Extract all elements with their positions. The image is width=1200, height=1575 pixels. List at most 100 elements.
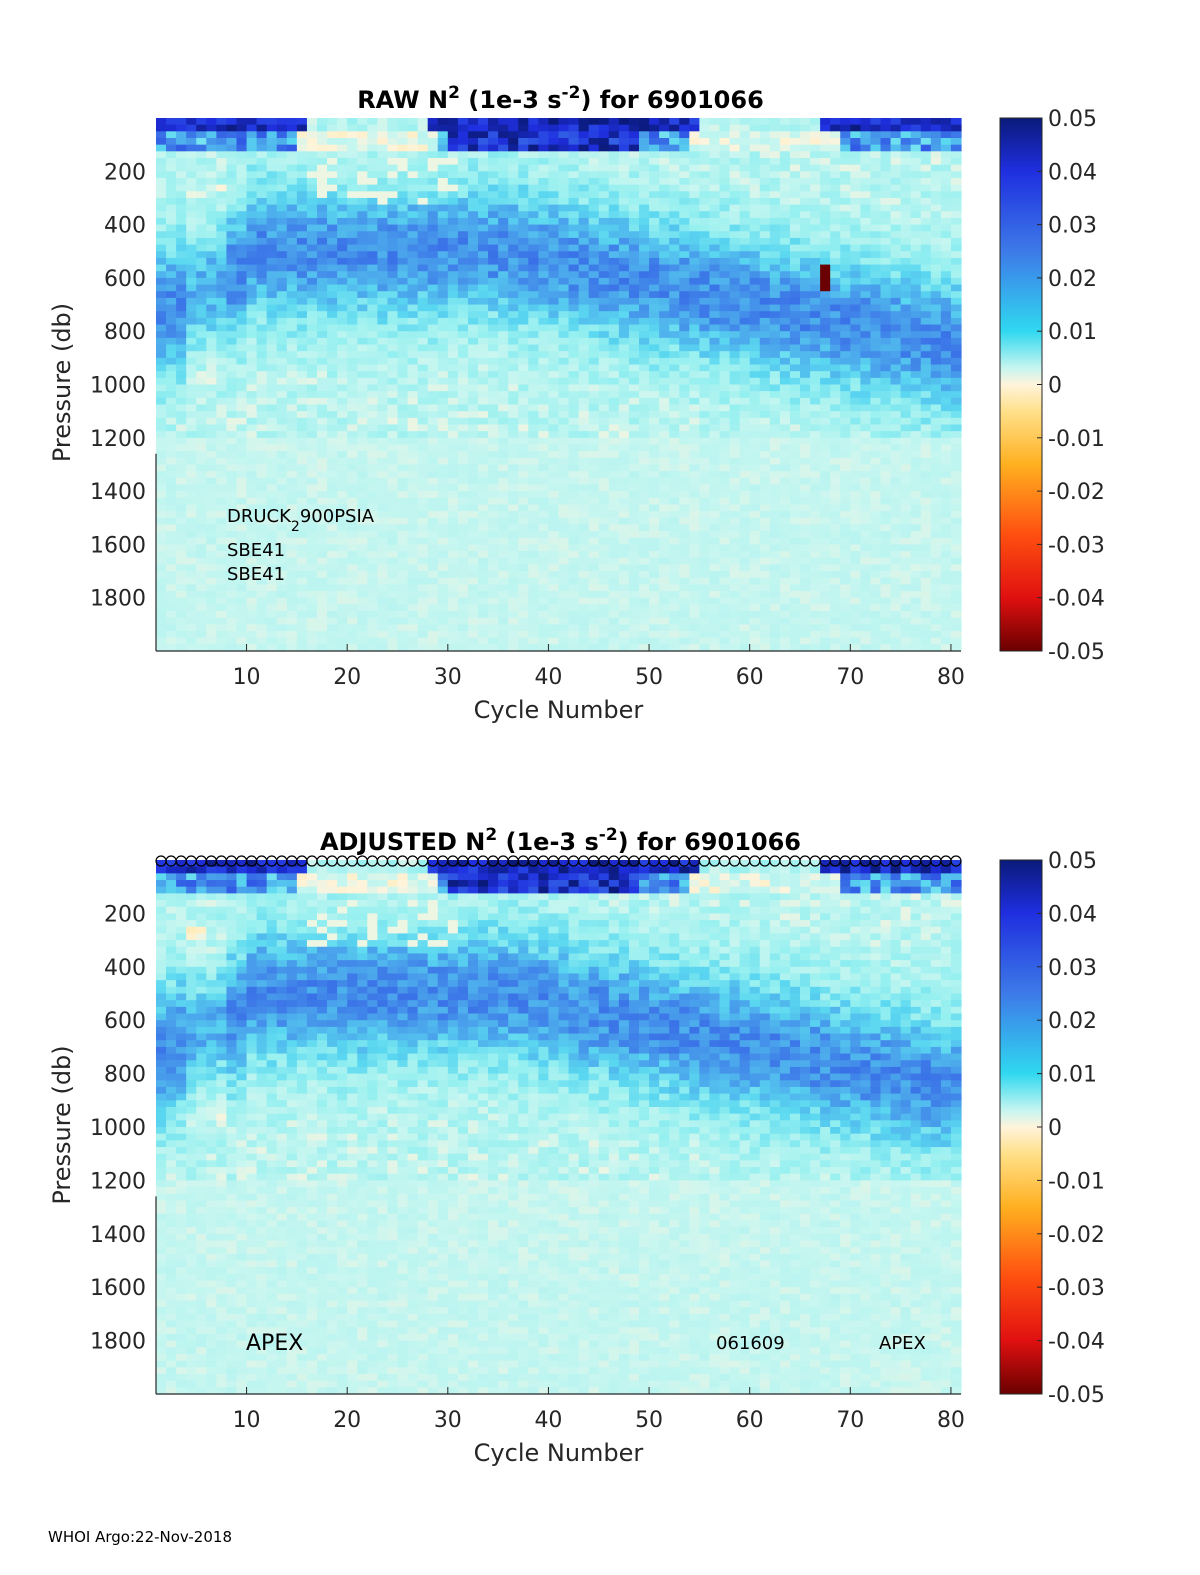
heatmap-cell	[196, 377, 207, 386]
heatmap-cell	[276, 351, 288, 359]
heatmap-cell	[427, 531, 439, 539]
heatmap-cell	[417, 537, 429, 545]
heatmap-cell	[166, 511, 177, 519]
heatmap-cell	[226, 271, 238, 279]
heatmap-cell	[679, 557, 690, 565]
heatmap-cell	[327, 531, 338, 539]
heatmap-cell	[608, 404, 620, 412]
heatmap-cell	[296, 617, 308, 625]
heatmap-cell	[769, 231, 781, 239]
heatmap-cell	[236, 371, 248, 379]
heatmap-cell	[166, 324, 177, 332]
heatmap-cell	[196, 271, 207, 279]
heatmap-cell	[719, 297, 731, 306]
heatmap-cell	[397, 471, 409, 479]
heatmap-cell	[417, 384, 429, 392]
heatmap-cell	[729, 131, 741, 139]
heatmap-cell	[347, 591, 358, 599]
heatmap-cell	[498, 364, 509, 372]
heatmap-cell	[286, 404, 298, 412]
heatmap-cell	[709, 631, 721, 639]
heatmap-cell	[427, 464, 439, 472]
heatmap-cell	[337, 364, 348, 372]
heatmap-cell	[156, 211, 167, 219]
heatmap-cell	[286, 191, 298, 199]
heatmap-cell	[196, 317, 207, 326]
heatmap-cell	[317, 557, 328, 565]
heatmap-cell	[679, 137, 690, 146]
heatmap-cell	[478, 631, 489, 639]
heatmap-cell	[286, 277, 298, 286]
heatmap-cell	[719, 397, 731, 406]
heatmap-cell	[649, 551, 660, 559]
heatmap-cell	[377, 257, 389, 266]
heatmap-cell	[508, 217, 519, 226]
heatmap-cell	[317, 311, 328, 319]
heatmap-cell	[488, 164, 499, 172]
heatmap-cell	[407, 364, 419, 372]
heatmap-cell	[427, 231, 439, 239]
heatmap-cell	[618, 224, 630, 232]
heatmap-cell	[689, 564, 700, 572]
heatmap-cell	[528, 251, 539, 259]
heatmap-cell	[488, 531, 499, 539]
heatmap-cell	[306, 191, 318, 199]
heatmap-cell	[327, 118, 338, 126]
heatmap-cell	[327, 137, 338, 146]
heatmap-cell	[457, 477, 469, 486]
heatmap-cell	[709, 177, 721, 186]
heatmap-cell	[236, 118, 248, 126]
heatmap-cell	[659, 217, 670, 226]
heatmap-cell	[367, 337, 378, 346]
heatmap-cell	[528, 211, 539, 219]
heatmap-cell	[568, 577, 580, 585]
heatmap-cell	[538, 217, 550, 226]
heatmap-cell	[367, 644, 378, 652]
heatmap-cell	[628, 277, 640, 286]
heatmap-cell	[357, 297, 368, 306]
heatmap-cell	[327, 157, 338, 166]
heatmap-cell	[246, 257, 258, 266]
heatmap-cell	[357, 197, 368, 206]
heatmap-cell	[437, 197, 449, 206]
heatmap-cell	[367, 157, 378, 166]
heatmap-cell	[538, 331, 550, 339]
heatmap-cell	[478, 551, 489, 559]
heatmap-cell	[387, 511, 399, 519]
heatmap-cell	[719, 324, 731, 332]
heatmap-cell	[639, 377, 650, 386]
heatmap-cell	[306, 524, 318, 532]
heatmap-cell	[407, 584, 419, 592]
heatmap-cell	[337, 517, 348, 526]
heatmap-cell	[467, 118, 479, 126]
heatmap-cell	[216, 211, 228, 219]
heatmap-cell	[598, 631, 610, 639]
heatmap-cell	[618, 564, 630, 572]
heatmap-cell	[467, 584, 479, 592]
heatmap-cell	[357, 277, 368, 286]
heatmap-cell	[709, 244, 721, 252]
heatmap-cell	[649, 451, 660, 459]
heatmap-cell	[156, 144, 167, 152]
heatmap-cell	[166, 524, 177, 532]
heatmap-cell	[347, 551, 358, 559]
heatmap-cell	[246, 437, 258, 446]
heatmap-cell	[447, 304, 459, 312]
heatmap-cell	[628, 297, 640, 306]
heatmap-cell	[518, 544, 529, 552]
heatmap-cell	[498, 351, 509, 359]
heatmap-cell	[256, 444, 268, 452]
heatmap-cell	[216, 397, 228, 406]
heatmap-cell	[508, 524, 519, 532]
heatmap-cell	[518, 157, 529, 166]
heatmap-cell	[699, 237, 711, 246]
heatmap-cell	[578, 624, 590, 632]
heatmap-cell	[719, 544, 731, 552]
heatmap-cell	[387, 577, 399, 585]
heatmap-cell	[729, 191, 741, 199]
heatmap-cell	[719, 337, 731, 346]
heatmap-cell	[689, 397, 700, 406]
heatmap-cell	[296, 204, 308, 212]
heatmap-cell	[729, 331, 741, 339]
heatmap-cell	[367, 577, 378, 585]
